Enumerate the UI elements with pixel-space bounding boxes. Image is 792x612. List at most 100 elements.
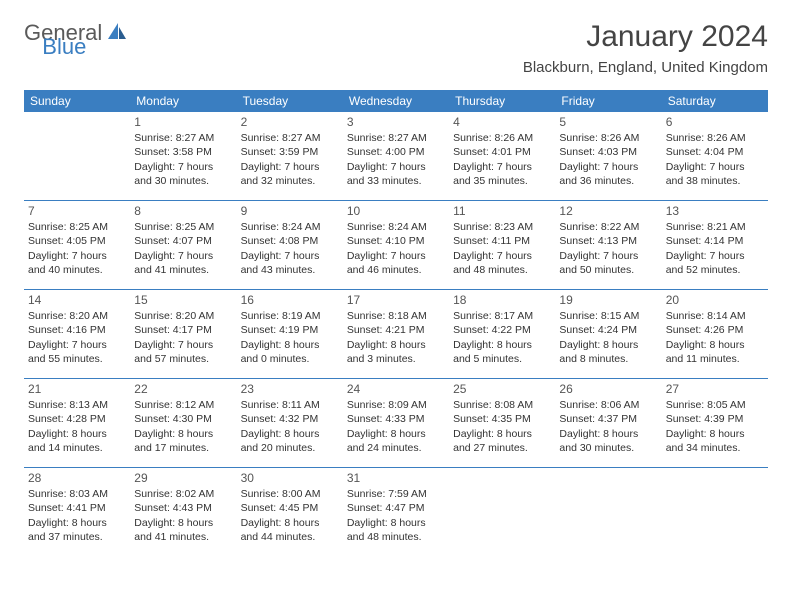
daylight-text: Daylight: 8 hours: [241, 516, 339, 530]
sunrise-text: Sunrise: 8:24 AM: [347, 220, 445, 234]
daylight-text: and 17 minutes.: [134, 441, 232, 455]
day-number: 31: [347, 470, 445, 486]
calendar-day-cell: 2Sunrise: 8:27 AMSunset: 3:59 PMDaylight…: [237, 112, 343, 201]
daylight-text: and 14 minutes.: [28, 441, 126, 455]
sunrise-text: Sunrise: 8:27 AM: [241, 131, 339, 145]
sunrise-text: Sunrise: 8:14 AM: [666, 309, 764, 323]
logo: General Blue: [24, 20, 174, 46]
daylight-text: Daylight: 8 hours: [28, 516, 126, 530]
sunset-text: Sunset: 4:22 PM: [453, 323, 551, 337]
sunset-text: Sunset: 4:03 PM: [559, 145, 657, 159]
sunrise-text: Sunrise: 8:06 AM: [559, 398, 657, 412]
calendar-week-row: 28Sunrise: 8:03 AMSunset: 4:41 PMDayligh…: [24, 468, 768, 557]
day-number: 19: [559, 292, 657, 308]
calendar-day-cell: 18Sunrise: 8:17 AMSunset: 4:22 PMDayligh…: [449, 290, 555, 379]
calendar-day-cell: 14Sunrise: 8:20 AMSunset: 4:16 PMDayligh…: [24, 290, 130, 379]
day-number: 27: [666, 381, 764, 397]
daylight-text: and 50 minutes.: [559, 263, 657, 277]
day-number: 24: [347, 381, 445, 397]
daylight-text: and 55 minutes.: [28, 352, 126, 366]
sunrise-text: Sunrise: 8:26 AM: [453, 131, 551, 145]
sunrise-text: Sunrise: 8:20 AM: [134, 309, 232, 323]
calendar-day-cell: 15Sunrise: 8:20 AMSunset: 4:17 PMDayligh…: [130, 290, 236, 379]
sunrise-text: Sunrise: 8:09 AM: [347, 398, 445, 412]
daylight-text: Daylight: 7 hours: [241, 160, 339, 174]
month-title: January 2024: [523, 20, 768, 53]
weekday-header: Tuesday: [237, 90, 343, 112]
sunrise-text: Sunrise: 8:20 AM: [28, 309, 126, 323]
calendar-day-cell: 7Sunrise: 8:25 AMSunset: 4:05 PMDaylight…: [24, 201, 130, 290]
calendar-day-cell: 19Sunrise: 8:15 AMSunset: 4:24 PMDayligh…: [555, 290, 661, 379]
day-number: 12: [559, 203, 657, 219]
day-number: 25: [453, 381, 551, 397]
daylight-text: and 57 minutes.: [134, 352, 232, 366]
title-block: January 2024 Blackburn, England, United …: [523, 20, 768, 76]
daylight-text: and 27 minutes.: [453, 441, 551, 455]
weekday-header: Friday: [555, 90, 661, 112]
sunrise-text: Sunrise: 8:17 AM: [453, 309, 551, 323]
calendar-day-cell: 22Sunrise: 8:12 AMSunset: 4:30 PMDayligh…: [130, 379, 236, 468]
daylight-text: and 20 minutes.: [241, 441, 339, 455]
weekday-header: Thursday: [449, 90, 555, 112]
day-number: 17: [347, 292, 445, 308]
sunset-text: Sunset: 3:58 PM: [134, 145, 232, 159]
sunset-text: Sunset: 4:01 PM: [453, 145, 551, 159]
sunset-text: Sunset: 4:21 PM: [347, 323, 445, 337]
calendar-week-row: 7Sunrise: 8:25 AMSunset: 4:05 PMDaylight…: [24, 201, 768, 290]
sunset-text: Sunset: 4:00 PM: [347, 145, 445, 159]
sunset-text: Sunset: 4:10 PM: [347, 234, 445, 248]
sunset-text: Sunset: 4:33 PM: [347, 412, 445, 426]
sunset-text: Sunset: 4:24 PM: [559, 323, 657, 337]
calendar-day-cell: 29Sunrise: 8:02 AMSunset: 4:43 PMDayligh…: [130, 468, 236, 557]
sunset-text: Sunset: 4:37 PM: [559, 412, 657, 426]
sunset-text: Sunset: 4:07 PM: [134, 234, 232, 248]
sunrise-text: Sunrise: 8:02 AM: [134, 487, 232, 501]
daylight-text: Daylight: 7 hours: [453, 160, 551, 174]
daylight-text: Daylight: 8 hours: [241, 338, 339, 352]
daylight-text: and 43 minutes.: [241, 263, 339, 277]
calendar-day-cell: 4Sunrise: 8:26 AMSunset: 4:01 PMDaylight…: [449, 112, 555, 201]
sunrise-text: Sunrise: 8:21 AM: [666, 220, 764, 234]
calendar-day-cell: 10Sunrise: 8:24 AMSunset: 4:10 PMDayligh…: [343, 201, 449, 290]
daylight-text: Daylight: 8 hours: [559, 427, 657, 441]
daylight-text: Daylight: 8 hours: [347, 338, 445, 352]
daylight-text: Daylight: 8 hours: [559, 338, 657, 352]
calendar-day-cell: 20Sunrise: 8:14 AMSunset: 4:26 PMDayligh…: [662, 290, 768, 379]
logo-text-blue: Blue: [42, 34, 86, 59]
calendar-day-cell: 3Sunrise: 8:27 AMSunset: 4:00 PMDaylight…: [343, 112, 449, 201]
day-number: 20: [666, 292, 764, 308]
daylight-text: Daylight: 7 hours: [134, 160, 232, 174]
day-number: 26: [559, 381, 657, 397]
daylight-text: and 36 minutes.: [559, 174, 657, 188]
calendar-header-row: SundayMondayTuesdayWednesdayThursdayFrid…: [24, 90, 768, 112]
day-number: 23: [241, 381, 339, 397]
day-number: 2: [241, 114, 339, 130]
daylight-text: Daylight: 8 hours: [134, 516, 232, 530]
sunrise-text: Sunrise: 8:15 AM: [559, 309, 657, 323]
daylight-text: Daylight: 7 hours: [347, 160, 445, 174]
sunrise-text: Sunrise: 8:23 AM: [453, 220, 551, 234]
day-number: 14: [28, 292, 126, 308]
sunrise-text: Sunrise: 8:27 AM: [134, 131, 232, 145]
daylight-text: Daylight: 7 hours: [28, 249, 126, 263]
day-number: 1: [134, 114, 232, 130]
sunset-text: Sunset: 4:32 PM: [241, 412, 339, 426]
daylight-text: and 0 minutes.: [241, 352, 339, 366]
sunset-text: Sunset: 4:30 PM: [134, 412, 232, 426]
sunrise-text: Sunrise: 8:19 AM: [241, 309, 339, 323]
sunset-text: Sunset: 3:59 PM: [241, 145, 339, 159]
daylight-text: and 40 minutes.: [28, 263, 126, 277]
calendar-day-cell: 16Sunrise: 8:19 AMSunset: 4:19 PMDayligh…: [237, 290, 343, 379]
calendar-day-cell: 13Sunrise: 8:21 AMSunset: 4:14 PMDayligh…: [662, 201, 768, 290]
calendar-day-cell: 17Sunrise: 8:18 AMSunset: 4:21 PMDayligh…: [343, 290, 449, 379]
day-number: 16: [241, 292, 339, 308]
daylight-text: Daylight: 8 hours: [453, 427, 551, 441]
weekday-header: Saturday: [662, 90, 768, 112]
daylight-text: Daylight: 7 hours: [241, 249, 339, 263]
daylight-text: Daylight: 8 hours: [347, 516, 445, 530]
calendar-day-cell: 11Sunrise: 8:23 AMSunset: 4:11 PMDayligh…: [449, 201, 555, 290]
daylight-text: and 3 minutes.: [347, 352, 445, 366]
day-number: 9: [241, 203, 339, 219]
calendar-day-cell: 5Sunrise: 8:26 AMSunset: 4:03 PMDaylight…: [555, 112, 661, 201]
calendar-day-cell: [662, 468, 768, 557]
